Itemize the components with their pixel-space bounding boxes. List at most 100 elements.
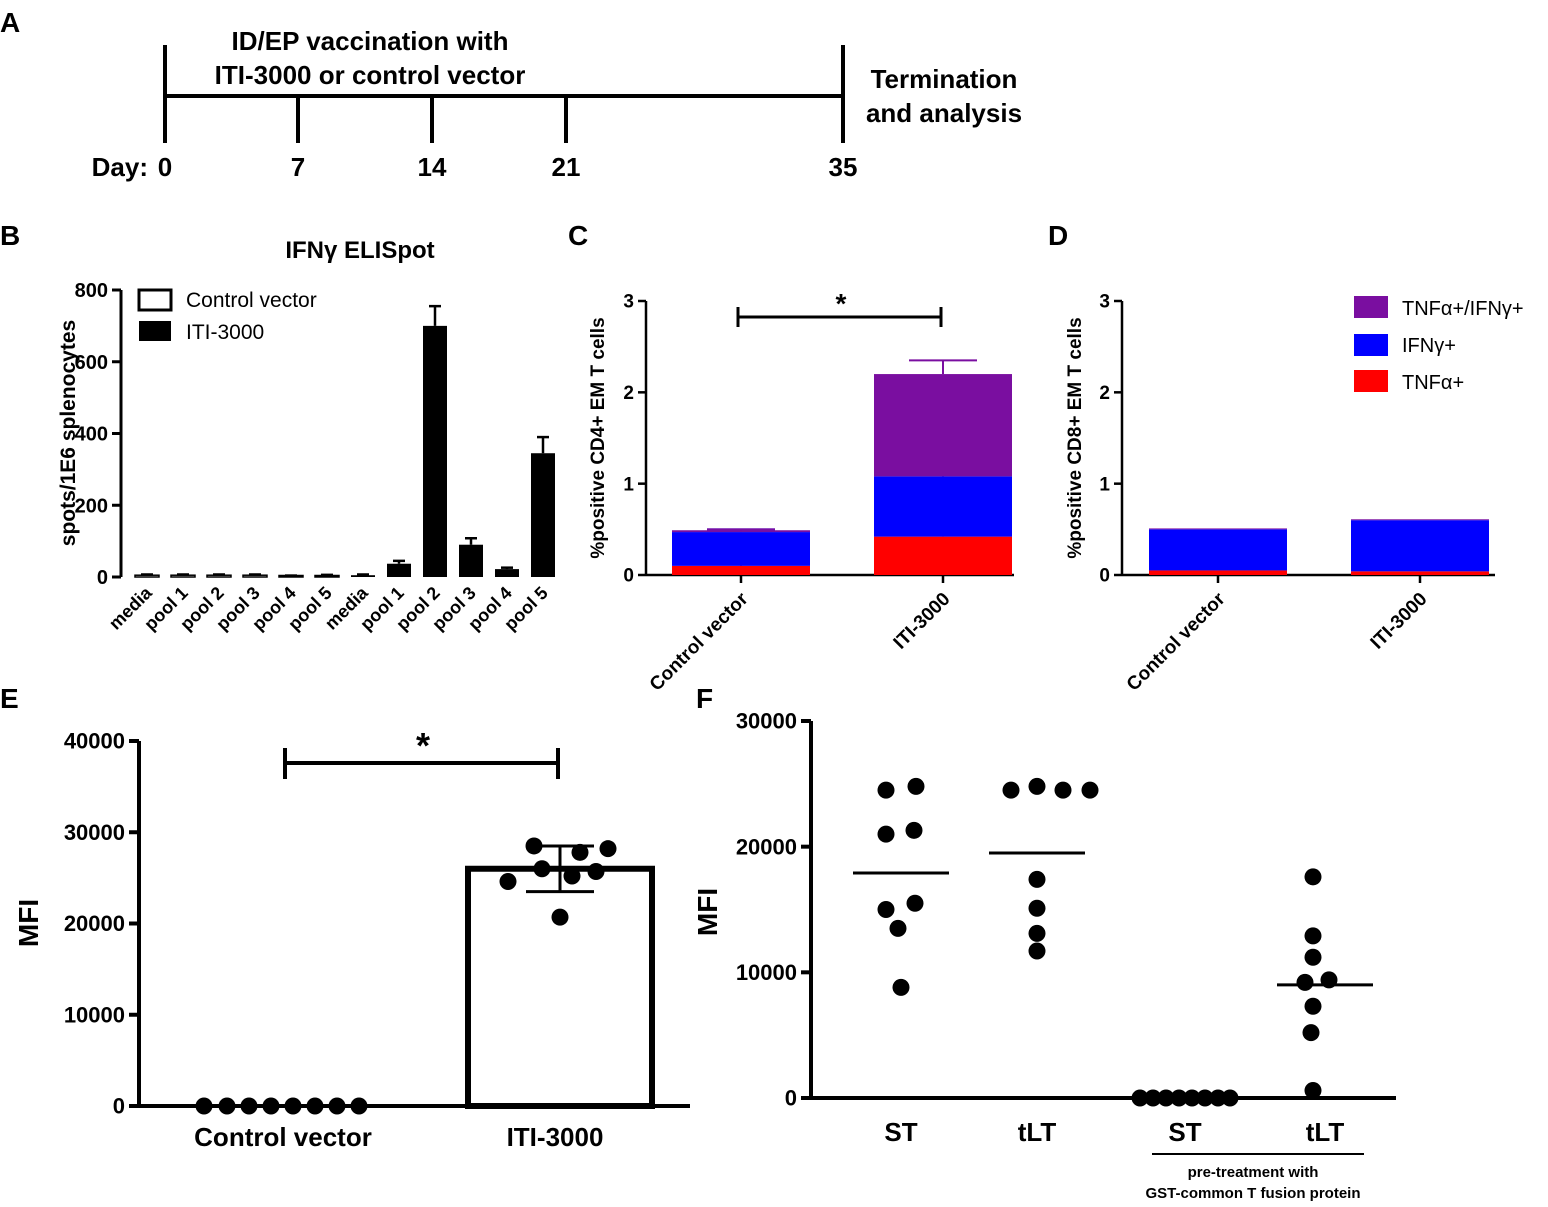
legend-swatch-ifng [1354, 334, 1388, 356]
data-point [1157, 1089, 1175, 1107]
legend-label-double: TNFα+/IFNγ+ [1402, 298, 1524, 320]
timeline-day: 0 [158, 152, 172, 182]
bar-iti [387, 563, 411, 577]
data-point [262, 1097, 280, 1115]
bar-segment-double [874, 374, 1012, 477]
x-tick-label: tLT [1306, 1117, 1345, 1147]
data-point [1170, 1089, 1188, 1107]
data-point [1131, 1089, 1149, 1107]
x-tick-label: ST [884, 1117, 917, 1147]
bar-iti [423, 325, 447, 577]
bar-segment-double [1351, 519, 1489, 521]
data-point [1296, 973, 1314, 991]
y-tick-label: 10000 [736, 960, 797, 985]
legend-label-tnfa: TNFα+ [1402, 372, 1464, 394]
bar-segment-tnfa [874, 536, 1012, 575]
y-tick-label: 0 [97, 567, 108, 589]
data-point [571, 843, 589, 861]
bar-iti [531, 453, 555, 577]
group-note-line1: pre-treatment with [1188, 1164, 1319, 1181]
legend-swatch-double [1354, 296, 1388, 318]
legend: TNFα+/IFNγ+ IFNγ+ TNFα+ [1354, 296, 1524, 394]
y-tick-label: 400 [75, 424, 108, 446]
bar-segment-double [1149, 528, 1287, 530]
y-tick-label: 2 [1099, 383, 1110, 404]
data-point [1304, 927, 1322, 945]
mfi-scatter-chart: MFI 0 10000 20000 30000 ST tLT ST tLT pre-treat… [692, 709, 1396, 1202]
y-axis-label: MFI [13, 899, 44, 947]
data-point [889, 919, 907, 937]
data-point [533, 860, 551, 878]
x-tick-label: tLT [1018, 1117, 1057, 1147]
x-tick-label: ITI-3000 [507, 1122, 604, 1152]
y-axis-label: MFI [692, 888, 723, 936]
y-axis-label: %positive CD8+ EM T cells [1065, 317, 1086, 558]
data-point [1028, 942, 1046, 960]
data-point [905, 821, 923, 839]
bar-segment-ifng [1351, 520, 1489, 572]
bar-iti [351, 575, 375, 577]
chart-title: IFNγ ELISpot [285, 237, 434, 264]
legend-label-control: Control vector [186, 289, 317, 312]
data-point [1304, 997, 1322, 1015]
legend-label-ifng: IFNγ+ [1402, 335, 1456, 357]
data-point [877, 781, 895, 799]
panel-letter-d: D [1048, 220, 1068, 251]
y-tick-label: 600 [75, 352, 108, 374]
panel-letter-e: E [0, 683, 19, 714]
data-point [587, 862, 605, 880]
x-tick-label: ITI-3000 [1367, 589, 1432, 654]
data-point [1304, 948, 1322, 966]
bar-segment-ifng [874, 476, 1012, 537]
legend-swatch-tnfa [1354, 370, 1388, 392]
panel-letter-b: B [0, 220, 20, 251]
legend: Control vector ITI-3000 [137, 288, 317, 344]
data-point [284, 1097, 302, 1115]
bar-segment-tnfa [1351, 571, 1489, 575]
data-point [525, 837, 543, 855]
bar-segment-double [672, 530, 810, 533]
y-axis-label: %positive CD4+ EM T cells [588, 317, 609, 558]
data-point [563, 867, 581, 885]
data-point [1054, 781, 1072, 799]
data-point [1304, 1081, 1322, 1099]
data-point [1002, 781, 1020, 799]
y-tick-label: 20000 [736, 834, 797, 859]
timeline-day-label: Day: [92, 152, 148, 182]
timeline-title-line2: ITI-3000 or control vector [215, 60, 526, 90]
timeline-title-line1: ID/EP vaccination with [232, 26, 509, 56]
data-point [1028, 870, 1046, 888]
x-tick-label: Control vector [646, 588, 753, 695]
data-point [1221, 1089, 1239, 1107]
panel-letter-f: F [696, 683, 713, 714]
timeline-day: 14 [418, 152, 447, 182]
y-tick-label: 30000 [736, 709, 797, 734]
bar-segment-ifng [1149, 529, 1287, 571]
y-tick-label: 1 [623, 474, 634, 495]
elispot-chart: IFNγ ELISpot spots/1E6 splenocytes 0 200 4… [57, 237, 555, 634]
data-point [877, 901, 895, 918]
timeline-panel: ID/EP vaccination with ITI-3000 or contr… [92, 26, 1022, 182]
legend-swatch-control [137, 288, 173, 312]
data-point [1028, 899, 1046, 917]
data-point [240, 1097, 258, 1115]
y-tick-label: 0 [113, 1094, 125, 1119]
data-point [1144, 1089, 1162, 1107]
y-tick-label: 800 [75, 280, 108, 302]
data-point [195, 1097, 213, 1115]
legend-swatch-iti [139, 321, 171, 341]
panel-letter-c: C [568, 220, 588, 251]
cd8-stacked-chart: %positive CD8+ EM T cells 0 1 2 3 Control ve… [1065, 292, 1524, 696]
significance-star: * [836, 288, 847, 319]
y-tick-label: 1 [1099, 474, 1110, 495]
x-tick-label: Control vector [194, 1122, 372, 1152]
mfi-bar-chart: MFI 0 10000 20000 30000 40000 Control vector I… [13, 725, 690, 1152]
cd4-stacked-chart: %positive CD4+ EM T cells 0 1 2 3 Control ve… [588, 288, 1014, 695]
timeline-end-line2: and analysis [866, 98, 1022, 128]
timeline-end-line1: Termination [871, 64, 1018, 94]
significance-star: * [416, 725, 430, 766]
data-point [1028, 777, 1046, 795]
y-tick-label: 20000 [64, 911, 125, 936]
data-point [306, 1097, 324, 1115]
data-point [892, 978, 910, 996]
